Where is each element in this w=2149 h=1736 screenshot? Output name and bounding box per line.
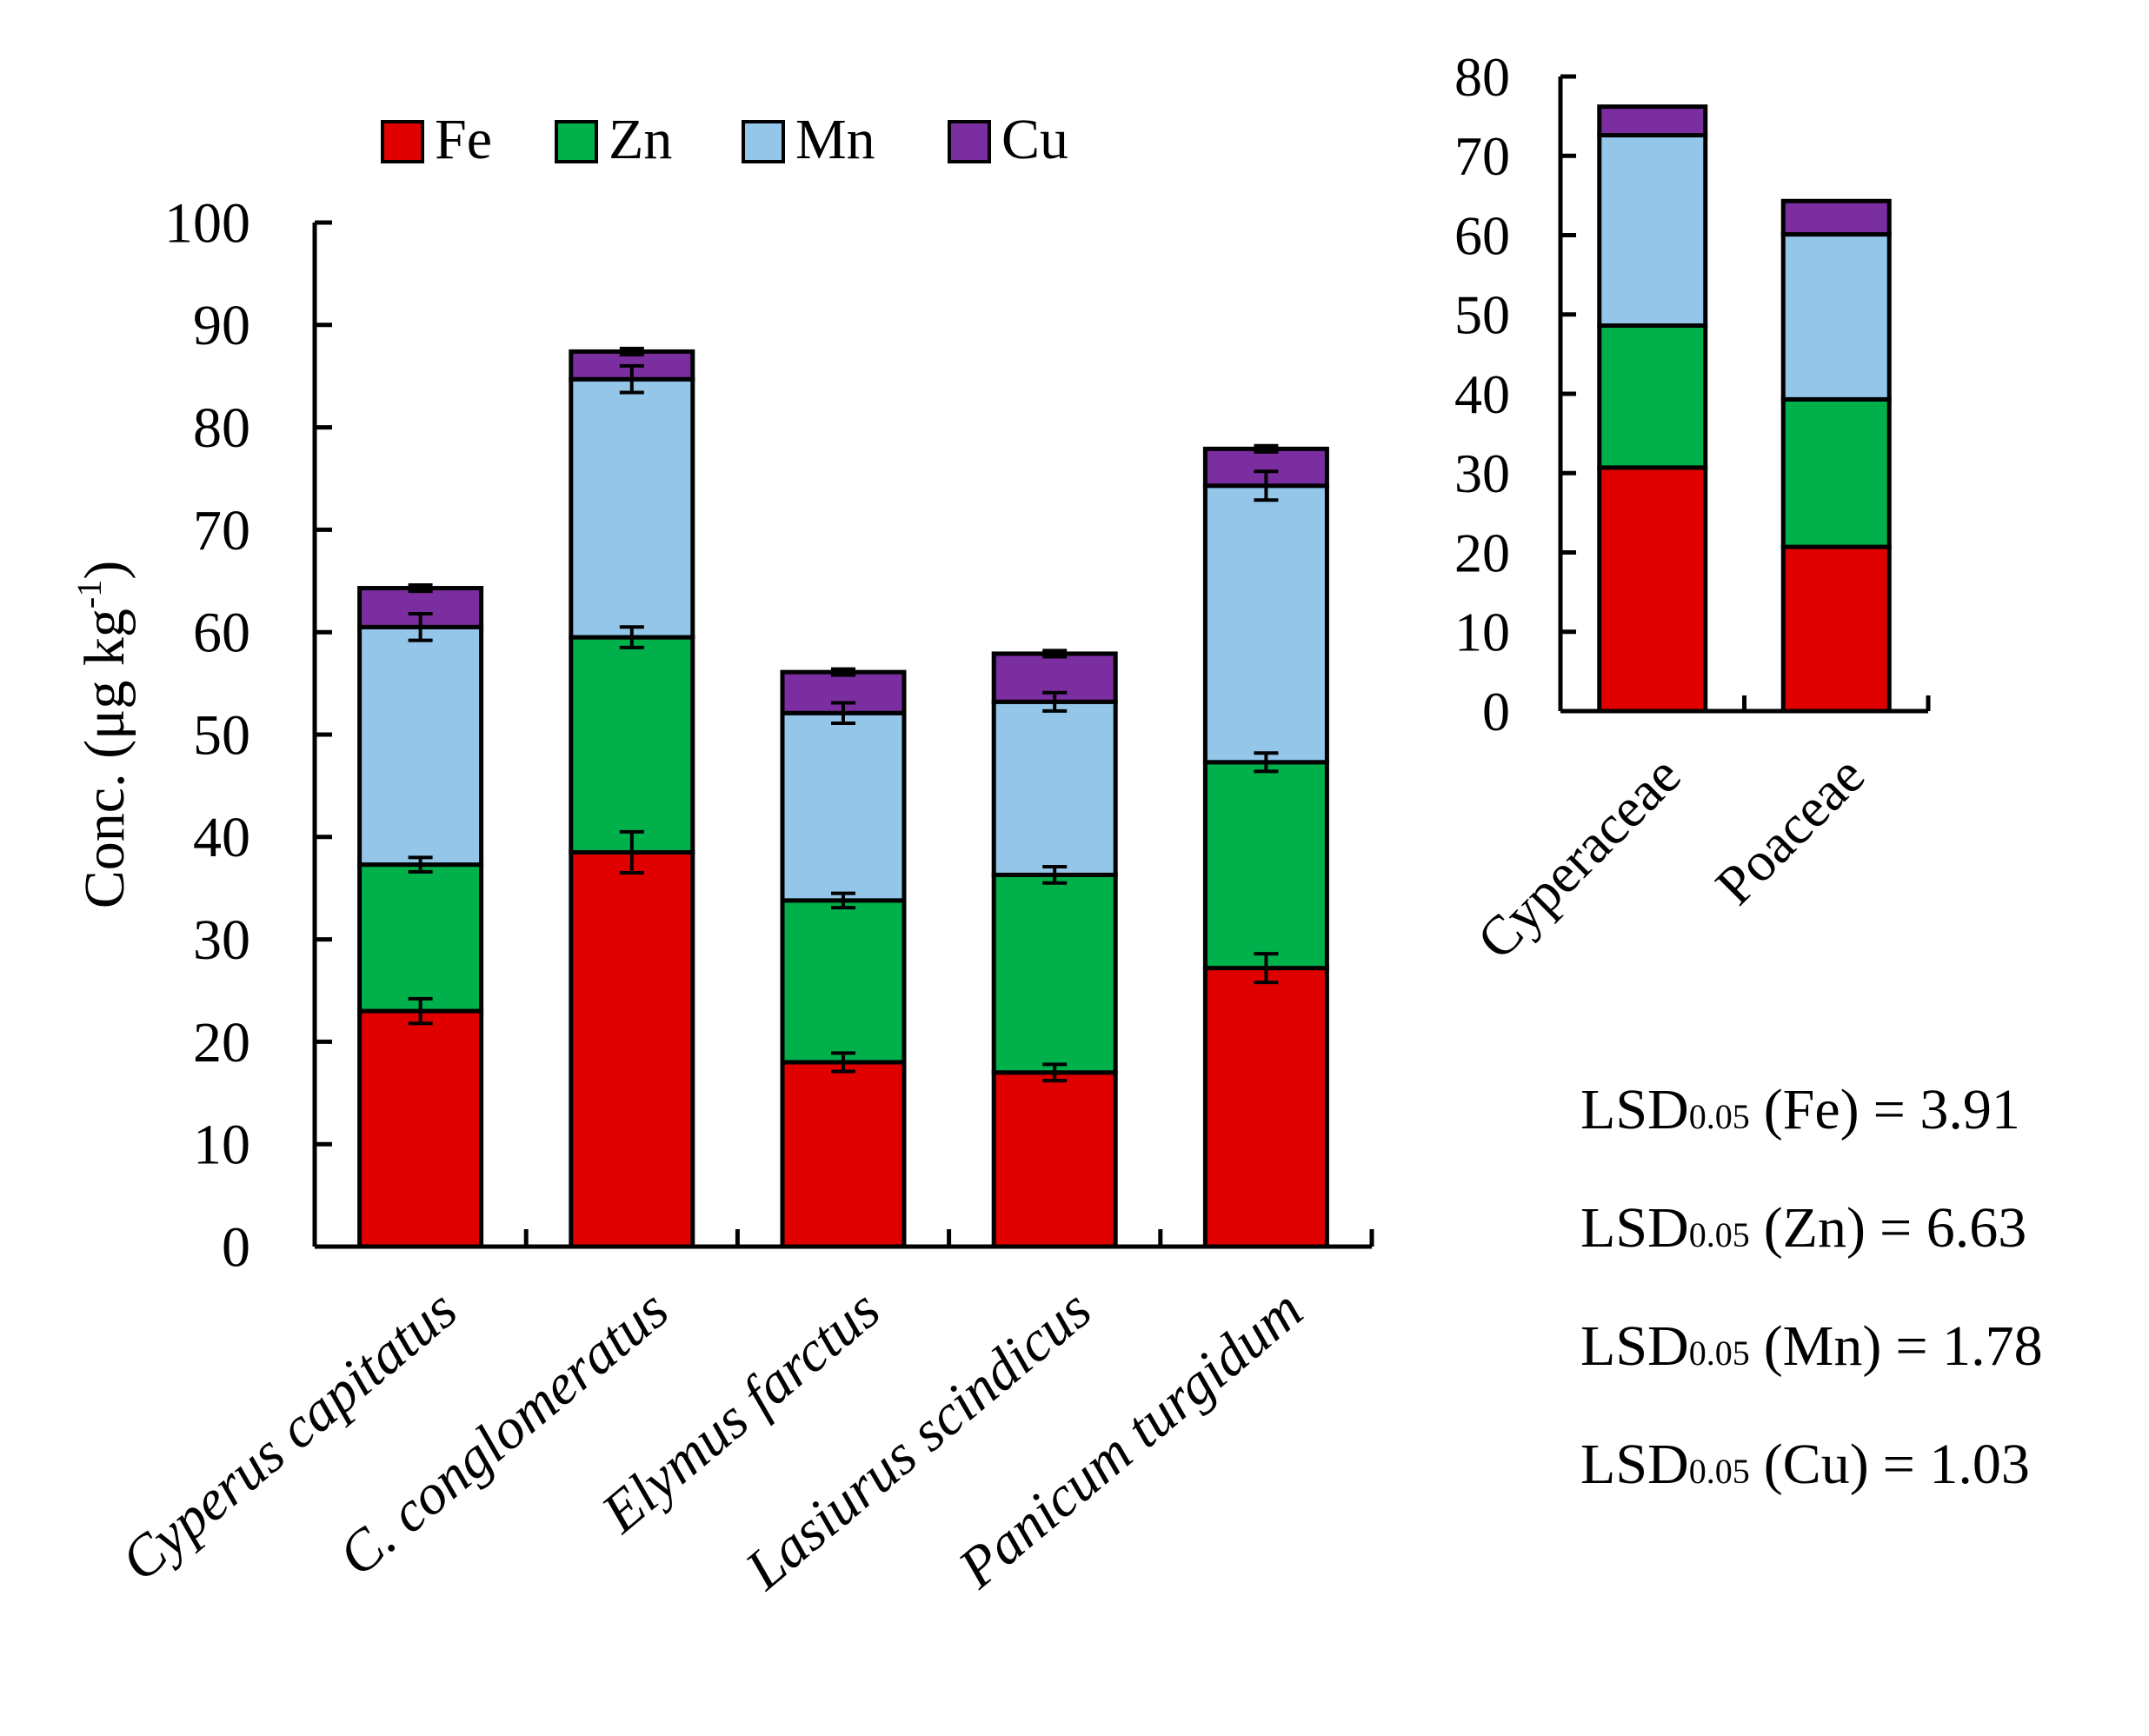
legend-swatch-fe bbox=[381, 120, 424, 163]
inset-y-tick-label: 10 bbox=[1454, 602, 1510, 663]
legend-entry-mn: Mn bbox=[742, 108, 875, 171]
main-bar-mn-panicum-turgidum bbox=[1202, 483, 1329, 765]
main-x-label-panicum-turgidum: Panicum turgidum bbox=[946, 1278, 1314, 1601]
inset-x-labels: Cyperaceae Poaceae bbox=[1465, 744, 1876, 971]
inset-bar-cu-cyperaceae bbox=[1597, 104, 1708, 138]
inset-y-tick-label: 0 bbox=[1482, 681, 1510, 742]
main-bar-zn-cyperus-capitatus bbox=[357, 862, 484, 1014]
main-bar-fe-lasiurus-scindicus bbox=[991, 1070, 1118, 1249]
lsd-label: LSD bbox=[1580, 1078, 1689, 1141]
main-bars bbox=[357, 349, 1329, 1249]
lsd-label: LSD bbox=[1580, 1196, 1689, 1260]
inset-bars bbox=[1597, 104, 1892, 714]
legend-swatch-zn bbox=[555, 120, 598, 163]
main-bar-mn-elymus-farctus bbox=[780, 710, 907, 903]
legend-label-mn: Mn bbox=[795, 108, 875, 171]
legend: Fe Zn Mn Cu bbox=[381, 108, 1068, 171]
inset-x-ticks bbox=[1742, 695, 1931, 711]
lsd-label: LSD bbox=[1580, 1314, 1689, 1378]
y-axis-title-close: ) bbox=[73, 561, 136, 580]
inset-bar-fe-poaceae bbox=[1780, 544, 1892, 714]
lsd-subscript: 0.05 bbox=[1689, 1097, 1750, 1136]
inset-y-ticks: 0 10 20 30 40 50 60 70 80 bbox=[1454, 46, 1576, 742]
main-y-tick-label: 10 bbox=[193, 1114, 250, 1177]
main-bar-mn-c-conglomeratus bbox=[569, 376, 695, 640]
legend-swatch-mn bbox=[742, 120, 785, 163]
legend-entry-fe: Fe bbox=[381, 108, 492, 171]
inset-y-tick-label: 70 bbox=[1454, 125, 1510, 187]
main-y-axis-title: Conc. (μg kg-1) bbox=[70, 561, 136, 909]
main-bar-fe-c-conglomeratus bbox=[569, 849, 695, 1249]
lsd-element-zn: (Zn) bbox=[1764, 1196, 1866, 1260]
main-y-tick-label: 40 bbox=[193, 806, 250, 869]
lsd-subscript: 0.05 bbox=[1689, 1452, 1750, 1491]
main-bar-fe-cyperus-capitatus bbox=[357, 1008, 484, 1249]
lsd-label: LSD bbox=[1580, 1433, 1689, 1496]
main-y-tick-label: 80 bbox=[193, 396, 250, 460]
inset-y-tick-label: 50 bbox=[1454, 284, 1510, 346]
legend-swatch-cu bbox=[948, 120, 991, 163]
main-y-tick-label: 70 bbox=[193, 499, 250, 562]
main-y-ticks: 0 10 20 30 40 50 60 70 80 90 100 bbox=[164, 191, 332, 1279]
legend-label-fe: Fe bbox=[435, 108, 492, 171]
legend-entry-zn: Zn bbox=[555, 108, 672, 171]
lsd-value-zn: = 6.63 bbox=[1880, 1196, 2026, 1260]
inset-y-tick-label: 40 bbox=[1454, 363, 1510, 425]
main-y-tick-label: 90 bbox=[193, 294, 250, 357]
lsd-subscript: 0.05 bbox=[1689, 1334, 1750, 1373]
inset-y-tick-label: 80 bbox=[1454, 46, 1510, 108]
lsd-element-mn: (Mn) bbox=[1764, 1314, 1882, 1378]
lsd-element-cu: (Cu) bbox=[1764, 1433, 1869, 1496]
main-bar-zn-lasiurus-scindicus bbox=[991, 872, 1118, 1075]
inset-bar-cu-poaceae bbox=[1780, 198, 1892, 237]
lsd-value-cu: = 1.03 bbox=[1883, 1433, 2030, 1496]
lsd-cu: LSD0.05 (Cu) = 1.03 bbox=[1580, 1433, 2030, 1496]
main-y-tick-label: 60 bbox=[193, 602, 250, 665]
inset-y-tick-label: 60 bbox=[1454, 204, 1510, 266]
main-x-label-lasiurus-scindicus: Lasiurus scindicus bbox=[733, 1278, 1103, 1603]
main-y-tick-label: 100 bbox=[164, 191, 250, 255]
legend-label-cu: Cu bbox=[1001, 108, 1068, 171]
inset-bar-zn-cyperaceae bbox=[1597, 323, 1708, 470]
lsd-element-fe: (Fe) bbox=[1764, 1078, 1860, 1141]
lsd-zn: LSD0.05 (Zn) = 6.63 bbox=[1580, 1196, 2026, 1260]
lsd-annotations: LSD0.05 (Fe) = 3.91 LSD0.05 (Zn) = 6.63 LSD0… bbox=[1580, 1078, 2043, 1496]
main-bar-mn-cyperus-capitatus bbox=[357, 624, 484, 868]
y-axis-title-superscript: -1 bbox=[70, 580, 109, 609]
inset-bar-zn-poaceae bbox=[1780, 396, 1892, 549]
inset-bar-mn-poaceae bbox=[1780, 232, 1892, 402]
main-bar-mn-lasiurus-scindicus bbox=[991, 699, 1118, 877]
main-y-tick-label: 20 bbox=[193, 1011, 250, 1074]
lsd-fe: LSD0.05 (Fe) = 3.91 bbox=[1580, 1078, 2020, 1141]
main-y-tick-label: 0 bbox=[222, 1215, 250, 1279]
legend-label-zn: Zn bbox=[609, 108, 672, 171]
inset-y-tick-label: 30 bbox=[1454, 442, 1510, 504]
inset-bar-mn-cyperaceae bbox=[1597, 133, 1708, 329]
inset-x-label-cyperaceae: Cyperaceae bbox=[1465, 744, 1692, 971]
main-error-bars bbox=[408, 346, 1279, 1083]
legend-entry-cu: Cu bbox=[948, 108, 1068, 171]
main-bar-fe-elymus-farctus bbox=[780, 1060, 907, 1249]
y-axis-title-text: Conc. (μg kg bbox=[73, 609, 136, 908]
main-bar-zn-c-conglomeratus bbox=[569, 635, 695, 855]
inset-x-label-poaceae: Poaceae bbox=[1704, 744, 1876, 916]
main-bar-fe-panicum-turgidum bbox=[1202, 966, 1329, 1249]
inset-bar-fe-cyperaceae bbox=[1597, 465, 1708, 714]
lsd-value-mn: = 1.78 bbox=[1895, 1314, 2042, 1378]
main-x-ticks bbox=[523, 1229, 1374, 1247]
lsd-value-fe: = 3.91 bbox=[1873, 1078, 2020, 1141]
lsd-subscript: 0.05 bbox=[1689, 1215, 1750, 1254]
main-bar-zn-elymus-farctus bbox=[780, 898, 907, 1065]
main-bar-zn-panicum-turgidum bbox=[1202, 760, 1329, 971]
main-y-tick-label: 50 bbox=[193, 703, 250, 767]
inset-y-tick-label: 20 bbox=[1454, 522, 1510, 583]
main-y-tick-label: 30 bbox=[193, 908, 250, 972]
lsd-mn: LSD0.05 (Mn) = 1.78 bbox=[1580, 1314, 2043, 1378]
